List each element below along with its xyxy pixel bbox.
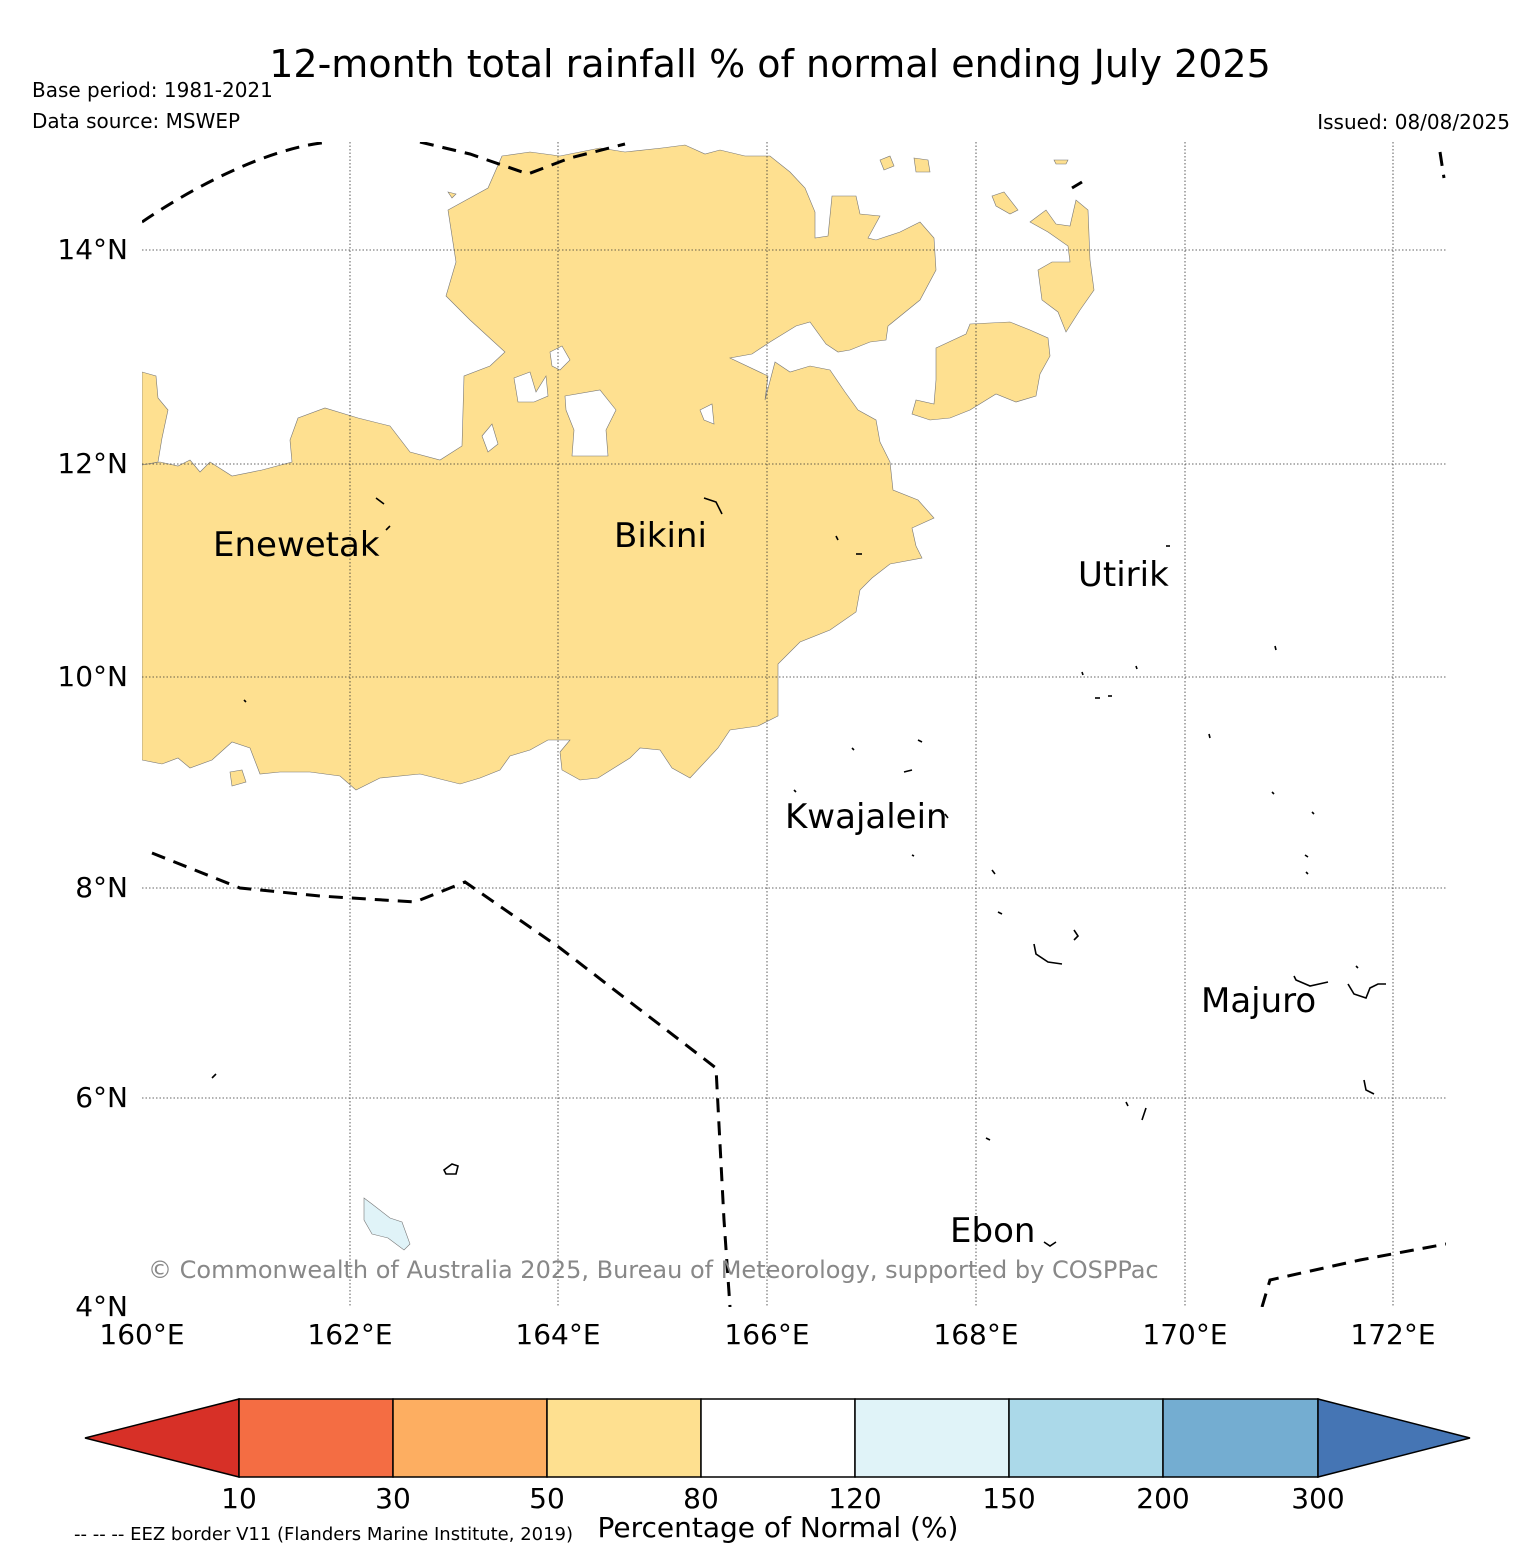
colorbar-below-10 (84, 1398, 240, 1478)
lat-label: 10°N (57, 660, 128, 693)
place-ebon: Ebon (950, 1211, 1035, 1251)
colorbar-tick: 10 (221, 1482, 257, 1515)
map-plot-area: Enewetak Bikini Utirik Kwajalein Majuro … (142, 142, 1446, 1307)
colorbar-above-300 (1317, 1398, 1471, 1478)
issued-date-label: Issued: 08/08/2025 (1317, 110, 1510, 134)
lon-label: 166°E (724, 1318, 809, 1351)
eez-note: -- -- -- EEZ border V11 (Flanders Marine… (74, 1524, 574, 1545)
colorbar-title: Percentage of Normal (%) (597, 1511, 959, 1544)
place-bikini: Bikini (614, 516, 707, 556)
wet-region-120-150 (363, 1197, 411, 1251)
copyright-notice: © Commonwealth of Australia 2025, Bureau… (148, 1256, 1159, 1284)
colorbar-200-300 (1162, 1398, 1319, 1478)
colorbar-tick: 200 (1136, 1482, 1189, 1515)
base-period-label: Base period: 1981-2021 (32, 78, 273, 102)
colorbar-50-80 (546, 1398, 702, 1478)
lon-label: 168°E (933, 1318, 1018, 1351)
atoll-outlines (211, 497, 1386, 1247)
dry-region-50-80 (142, 144, 937, 791)
colorbar-30-50 (392, 1398, 548, 1478)
colorbar-tick: 150 (982, 1482, 1035, 1515)
place-enewetak: Enewetak (213, 525, 380, 565)
lon-label: 164°E (515, 1318, 600, 1351)
lon-label: 160°E (99, 1318, 184, 1351)
colorbar-80-120 (700, 1398, 856, 1478)
latitude-labels: 14°N 12°N 10°N 8°N 6°N 4°N (57, 233, 128, 1323)
colorbar-ticks: 10 30 50 80 120 150 200 300 (221, 1482, 1345, 1515)
page-title: 12-month total rainfall % of normal endi… (269, 42, 1271, 86)
lat-label: 4°N (75, 1290, 128, 1323)
colorbar-tick: 50 (529, 1482, 565, 1515)
eez-border (142, 142, 1446, 1307)
lat-label: 8°N (75, 871, 128, 904)
lat-label: 6°N (75, 1081, 128, 1114)
colorbar-tick: 30 (375, 1482, 411, 1515)
colorbar-150-200 (1008, 1398, 1164, 1478)
lat-label: 14°N (57, 233, 128, 266)
lon-label: 172°E (1350, 1318, 1435, 1351)
place-majuro: Majuro (1201, 981, 1316, 1021)
lat-label: 12°N (57, 447, 128, 480)
dry-region-east (911, 321, 1051, 421)
colorbar-120-150 (854, 1398, 1010, 1478)
colorbar (84, 1398, 1471, 1478)
colorbar-tick: 80 (683, 1482, 719, 1515)
lon-label: 162°E (307, 1318, 392, 1351)
colorbar-tick: 300 (1291, 1482, 1344, 1515)
place-utirik: Utirik (1078, 555, 1169, 595)
data-source-label: Data source: MSWEP (32, 109, 241, 133)
gridlines (142, 142, 1446, 1307)
lon-label: 170°E (1142, 1318, 1227, 1351)
place-kwajalein: Kwajalein (785, 797, 948, 837)
colorbar-tick: 120 (828, 1482, 881, 1515)
colorbar-10-30 (238, 1398, 394, 1478)
longitude-labels: 160°E 162°E 164°E 166°E 168°E 170°E 172°… (99, 1318, 1435, 1351)
